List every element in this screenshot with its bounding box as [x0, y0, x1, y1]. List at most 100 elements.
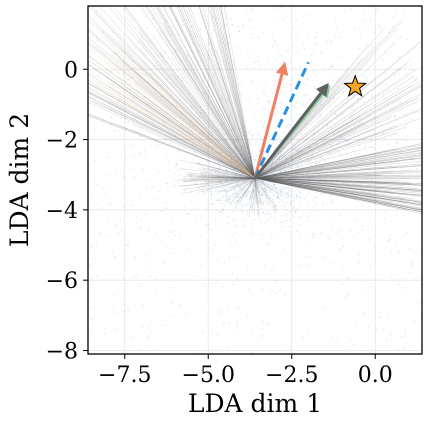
data-point	[227, 133, 229, 136]
data-point	[305, 13, 308, 15]
data-point	[267, 180, 270, 183]
data-point	[200, 173, 203, 176]
ray	[254, 110, 419, 179]
data-point	[245, 164, 248, 167]
data-point	[306, 33, 308, 36]
data-point	[273, 18, 276, 21]
data-point	[296, 150, 299, 153]
ray	[254, 177, 422, 196]
data-point	[205, 277, 208, 279]
data-point	[143, 96, 146, 98]
data-point	[171, 138, 174, 141]
data-point	[264, 146, 267, 149]
data-point	[273, 177, 276, 180]
data-point	[205, 180, 207, 183]
orange-arrow	[253, 73, 284, 179]
y-tick-label: 0	[64, 58, 78, 83]
ray	[123, 7, 256, 179]
data-point	[313, 196, 316, 199]
data-point	[218, 311, 220, 314]
data-point	[272, 181, 274, 184]
data-point	[341, 268, 344, 271]
data-point	[315, 192, 318, 194]
data-point	[299, 169, 302, 172]
data-point	[261, 233, 264, 236]
data-point	[335, 179, 338, 182]
ray	[109, 78, 256, 179]
ray	[254, 178, 278, 211]
ray	[209, 36, 256, 179]
ray	[254, 177, 401, 184]
data-point	[316, 177, 319, 180]
data-point	[385, 339, 388, 341]
data-point	[339, 174, 342, 177]
data-point	[263, 181, 266, 183]
data-point	[111, 251, 114, 254]
data-point	[237, 199, 239, 202]
ray	[155, 65, 256, 179]
ray	[135, 108, 256, 179]
data-point	[278, 157, 281, 160]
data-point	[92, 180, 95, 183]
data-point	[268, 100, 270, 103]
data-point	[358, 260, 361, 263]
data-point	[203, 191, 206, 194]
data-point	[181, 77, 184, 80]
data-point	[143, 150, 146, 153]
data-point	[286, 173, 289, 176]
data-point	[309, 159, 311, 161]
ray	[254, 177, 406, 209]
data-point	[226, 200, 229, 202]
data-point	[116, 313, 119, 316]
ray	[207, 177, 256, 190]
data-point	[89, 263, 92, 266]
data-point	[277, 178, 280, 181]
data-point	[299, 167, 301, 170]
data-point	[237, 149, 240, 152]
data-point	[94, 257, 97, 260]
data-point	[353, 198, 356, 201]
data-point	[238, 30, 240, 33]
ray	[173, 48, 256, 179]
data-point	[248, 180, 251, 183]
data-point	[270, 163, 273, 166]
data-point	[331, 171, 334, 173]
data-point	[351, 105, 353, 108]
data-point	[236, 192, 239, 195]
ray	[254, 177, 422, 207]
data-point	[252, 197, 254, 200]
data-point	[236, 169, 239, 171]
ray	[254, 70, 417, 179]
data-point	[370, 285, 373, 288]
ray	[254, 100, 409, 179]
data-point	[190, 104, 193, 107]
data-point	[231, 177, 234, 179]
ray	[139, 28, 256, 179]
data-point	[290, 346, 293, 348]
data-point	[293, 196, 296, 199]
data-point	[307, 146, 310, 148]
data-point	[278, 158, 281, 161]
ray	[136, 60, 256, 179]
data-point	[123, 205, 125, 208]
ray	[204, 167, 256, 179]
data-point	[388, 239, 390, 241]
data-point	[221, 197, 224, 199]
data-point	[407, 51, 409, 53]
data-point	[378, 311, 381, 314]
ray	[254, 83, 422, 179]
data-point	[284, 220, 287, 223]
ray	[149, 73, 256, 179]
data-point	[225, 164, 227, 167]
data-point	[271, 231, 274, 234]
data-point	[193, 177, 195, 180]
data-point	[256, 178, 259, 181]
data-point	[231, 234, 234, 237]
data-point	[236, 322, 239, 325]
ray	[124, 6, 256, 179]
dark-arrow-head	[315, 82, 329, 97]
ray	[209, 9, 256, 179]
data-point	[233, 156, 236, 159]
ray	[88, 101, 256, 179]
data-point	[368, 174, 371, 177]
